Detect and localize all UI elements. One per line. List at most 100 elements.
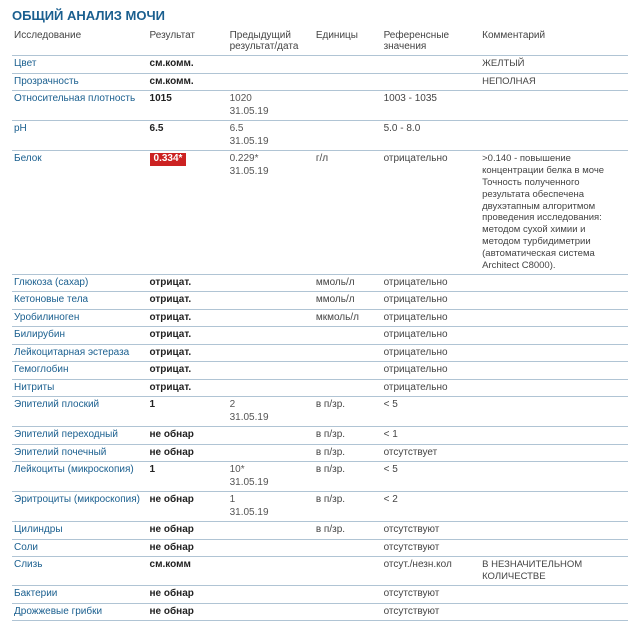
- cell-test-name: Белок: [12, 151, 148, 275]
- cell-units: [314, 557, 382, 586]
- cell-ref: < 5: [382, 397, 481, 427]
- result-highlight: 0.334*: [150, 153, 187, 166]
- cell-prev: 6.531.05.19: [228, 121, 314, 151]
- cell-prev: [228, 309, 314, 327]
- cell-ref: отсут./незн.кол: [382, 557, 481, 586]
- cell-ref: отрицательно: [382, 379, 481, 397]
- cell-units: ммоль/л: [314, 292, 382, 310]
- table-row: Глюкоза (сахар)отрицат.ммоль/лотрицатель…: [12, 274, 628, 292]
- cell-comment: [480, 539, 628, 557]
- cell-ref: отрицательно: [382, 309, 481, 327]
- cell-result: не обнар: [148, 586, 228, 604]
- cell-test-name: Уробилиноген: [12, 309, 148, 327]
- table-row: Эритроциты (микроскопия)не обнар131.05.1…: [12, 492, 628, 522]
- cell-ref: < 2: [382, 492, 481, 522]
- cell-test-name: Билирубин: [12, 327, 148, 345]
- cell-result: не обнар: [148, 444, 228, 462]
- cell-units: [314, 73, 382, 91]
- table-row: Лейкоцитарная эстеразаотрицат.отрицатель…: [12, 344, 628, 362]
- cell-comment: [480, 586, 628, 604]
- cell-test-name: pH: [12, 121, 148, 151]
- cell-result: см.комм.: [148, 73, 228, 91]
- cell-prev: [228, 292, 314, 310]
- cell-result: отрицат.: [148, 327, 228, 345]
- cell-test-name: Дрожжевые грибки: [12, 603, 148, 621]
- table-row: Цветсм.комм.ЖЕЛТЫЙ: [12, 56, 628, 74]
- cell-prev: [228, 379, 314, 397]
- table-row: Нитритыотрицат. отрицательно: [12, 379, 628, 397]
- cell-prev: [228, 603, 314, 621]
- cell-test-name: Бактерии: [12, 586, 148, 604]
- cell-test-name: Слизь: [12, 557, 148, 586]
- cell-comment: [480, 462, 628, 492]
- cell-comment: [480, 444, 628, 462]
- cell-result: не обнар: [148, 492, 228, 522]
- cell-result: см.комм.: [148, 56, 228, 74]
- cell-units: в п/зр.: [314, 522, 382, 540]
- cell-comment: [480, 522, 628, 540]
- cell-result: 1015: [148, 91, 228, 121]
- cell-comment: [480, 274, 628, 292]
- cell-units: [314, 56, 382, 74]
- cell-comment: В НЕЗНАЧИТЕЛЬНОМ КОЛИЧЕСТВЕ: [480, 557, 628, 586]
- col-comment: Комментарий: [480, 27, 628, 56]
- cell-test-name: Цилиндры: [12, 522, 148, 540]
- table-header-row: Исследование Результат Предыдущий резуль…: [12, 27, 628, 56]
- cell-ref: отсутствует: [382, 444, 481, 462]
- cell-result: отрицат.: [148, 379, 228, 397]
- cell-ref: < 1: [382, 427, 481, 445]
- cell-ref: 5.0 - 8.0: [382, 121, 481, 151]
- cell-test-name: Прозрачность: [12, 73, 148, 91]
- cell-result: см.комм: [148, 557, 228, 586]
- cell-ref: < 5: [382, 462, 481, 492]
- cell-prev: 10*31.05.19: [228, 462, 314, 492]
- cell-test-name: Относительная плотность: [12, 91, 148, 121]
- table-row: Слизьсм.комм отсут./незн.колВ НЕЗНАЧИТЕЛЬ…: [12, 557, 628, 586]
- cell-prev: 0.229*31.05.19: [228, 151, 314, 275]
- cell-test-name: Эпителий плоский: [12, 397, 148, 427]
- cell-units: [314, 603, 382, 621]
- cell-units: [314, 91, 382, 121]
- table-row: Дрожжевые грибкине обнаротсутствуют: [12, 603, 628, 621]
- cell-comment: [480, 91, 628, 121]
- cell-comment: [480, 327, 628, 345]
- cell-comment: [480, 121, 628, 151]
- table-row: pH6.56.531.05.19 5.0 - 8.0: [12, 121, 628, 151]
- cell-result: не обнар: [148, 522, 228, 540]
- cell-comment: [480, 292, 628, 310]
- cell-prev: [228, 444, 314, 462]
- cell-units: [314, 586, 382, 604]
- table-row: Эпителий почечныйне обнарв п/зр.отсутств…: [12, 444, 628, 462]
- cell-result: 6.5: [148, 121, 228, 151]
- cell-comment: [480, 379, 628, 397]
- cell-result: отрицат.: [148, 292, 228, 310]
- cell-result: не обнар: [148, 603, 228, 621]
- cell-ref: отрицательно: [382, 344, 481, 362]
- report-title: ОБЩИЙ АНАЛИЗ МОЧИ: [12, 8, 628, 23]
- cell-test-name: Нитриты: [12, 379, 148, 397]
- table-row: Лейкоциты (микроскопия)110*31.05.19в п/з…: [12, 462, 628, 492]
- cell-comment: [480, 427, 628, 445]
- table-row: Белок0.334*0.229*31.05.19г/лотрицательно…: [12, 151, 628, 275]
- cell-comment: [480, 362, 628, 380]
- cell-prev: 131.05.19: [228, 492, 314, 522]
- table-row: Бактериине обнар отсутствуют: [12, 586, 628, 604]
- cell-units: [314, 539, 382, 557]
- table-row: Цилиндрыне обнарв п/зр.отсутствуют: [12, 522, 628, 540]
- cell-units: [314, 379, 382, 397]
- cell-ref: отрицательно: [382, 151, 481, 275]
- cell-prev: [228, 327, 314, 345]
- cell-ref: отсутствуют: [382, 586, 481, 604]
- cell-prev: [228, 557, 314, 586]
- cell-prev: [228, 56, 314, 74]
- cell-ref: [382, 56, 481, 74]
- cell-prev: [228, 344, 314, 362]
- cell-result: не обнар: [148, 539, 228, 557]
- cell-prev: [228, 73, 314, 91]
- cell-units: [314, 121, 382, 151]
- cell-ref: отрицательно: [382, 362, 481, 380]
- cell-test-name: Эпителий переходный: [12, 427, 148, 445]
- cell-units: мкмоль/л: [314, 309, 382, 327]
- cell-prev: [228, 362, 314, 380]
- cell-result: отрицат.: [148, 362, 228, 380]
